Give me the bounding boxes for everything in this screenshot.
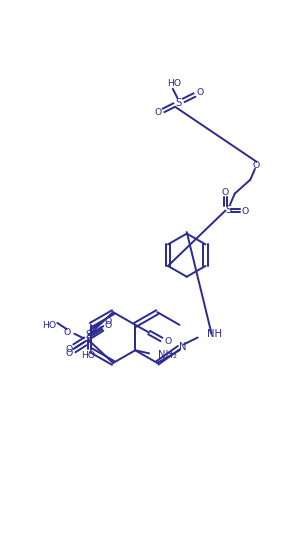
- Text: N: N: [179, 342, 187, 352]
- Text: O: O: [65, 345, 73, 354]
- Text: S: S: [176, 98, 182, 108]
- Text: S: S: [85, 335, 91, 345]
- Text: O: O: [104, 322, 111, 331]
- Text: O: O: [154, 108, 162, 117]
- Text: HO: HO: [42, 322, 56, 331]
- Text: O: O: [65, 349, 73, 358]
- Text: NH: NH: [207, 330, 222, 340]
- Text: O: O: [222, 188, 229, 196]
- Text: NH₂: NH₂: [158, 350, 177, 360]
- Text: S: S: [85, 330, 91, 340]
- Text: O: O: [164, 337, 171, 346]
- Text: O: O: [63, 327, 70, 337]
- Text: O: O: [104, 317, 111, 326]
- Text: O: O: [241, 207, 249, 216]
- Text: HO: HO: [167, 79, 182, 88]
- Text: O: O: [253, 160, 260, 170]
- Text: O: O: [196, 88, 203, 97]
- Text: HO: HO: [81, 351, 95, 360]
- Text: S: S: [225, 205, 232, 216]
